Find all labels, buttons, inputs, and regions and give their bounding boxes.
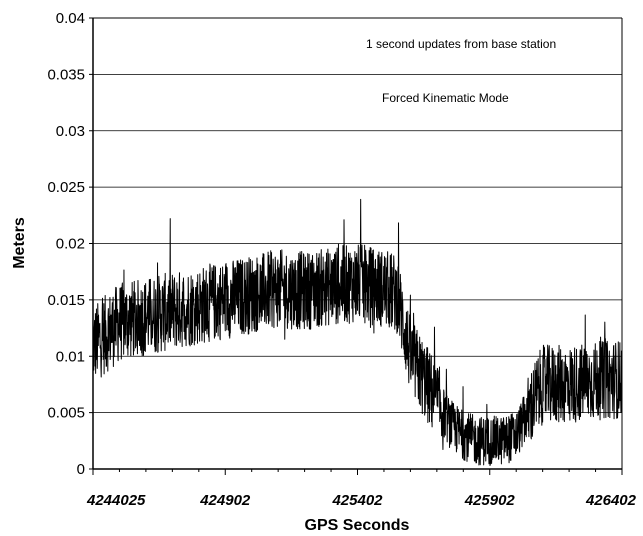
x-tick-label: 425402 [331,492,383,509]
y-tick-label: 0.035 [47,66,85,83]
x-tick-label: 424902 [199,492,251,509]
annotation-update-rate: 1 second updates from base station [366,37,556,51]
gridlines [93,17,622,414]
y-tick-label: 0.015 [47,292,85,309]
y-tick-label: 0.04 [56,10,85,27]
y-axis-ticks: 0 0.005 0.01 0.015 0.02 0.025 0.03 0.035 0.04 [47,10,93,478]
y-tick-label: 0.025 [47,179,85,196]
x-tick-label: 426402 [585,492,637,509]
x-axis-ticks: 4244025 424902 425402 425902 426402 [86,469,637,509]
y-tick-label: 0.03 [56,123,85,140]
y-tick-label: 0.005 [47,405,85,422]
x-tick-label: 425902 [464,492,516,509]
x-axis-title: GPS Seconds [305,517,410,534]
annotation-mode: Forced Kinematic Mode [382,91,509,105]
x-tick-label: 4244025 [86,492,146,509]
y-tick-label: 0 [77,461,85,478]
y-axis-title: Meters [11,217,28,269]
series-line [92,198,623,467]
y-tick-label: 0.02 [56,236,85,253]
y-tick-label: 0.01 [56,348,85,365]
